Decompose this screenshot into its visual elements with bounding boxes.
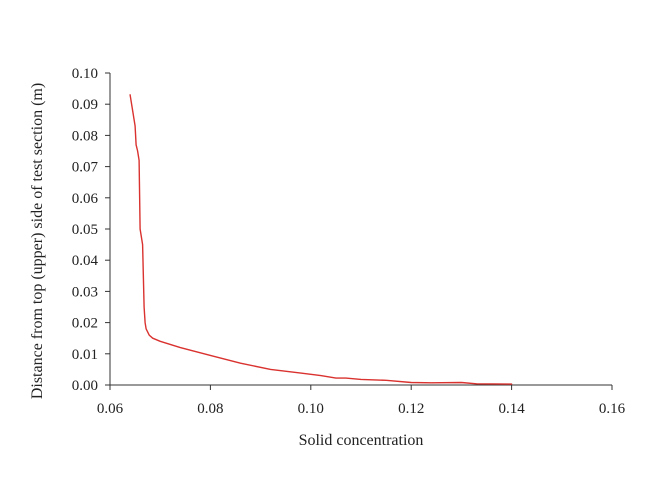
y-tick-label: 0.01: [72, 347, 98, 363]
y-tick-label: 0.10: [72, 66, 98, 82]
series-line: [129, 94, 513, 385]
y-tick-label: 0.03: [72, 284, 98, 300]
x-tick-label: 0.12: [398, 401, 424, 417]
axes: [109, 73, 612, 386]
y-tick-label: 0.05: [72, 222, 98, 238]
x-tick-label: 0.14: [498, 401, 525, 417]
x-axis-label: Solid concentration: [299, 432, 424, 449]
x-tick-label: 0.16: [599, 401, 626, 417]
y-tick-label: 0.09: [72, 97, 98, 113]
y-tick-label: 0.07: [72, 160, 99, 176]
x-tick-label: 0.08: [197, 401, 223, 417]
x-axis-ticks: 0.06 0.08 0.10 0.12 0.14 0.16: [97, 385, 626, 417]
y-tick-label: 0.08: [72, 128, 98, 144]
y-tick-label: 0.00: [72, 378, 98, 394]
series-group: [129, 94, 513, 385]
y-axis-ticks: 0.00 0.01 0.02 0.03 0.04 0.05 0.06 0.07 0.08 0.09…: [72, 66, 110, 394]
y-tick-label: 0.02: [72, 316, 98, 332]
y-tick-label: 0.06: [72, 191, 99, 207]
x-tick-label: 0.10: [298, 401, 324, 417]
y-tick-label: 0.04: [72, 253, 99, 269]
y-axis-label: Distance from top (upper) side of test s…: [29, 83, 46, 399]
x-tick-label: 0.06: [97, 401, 124, 417]
